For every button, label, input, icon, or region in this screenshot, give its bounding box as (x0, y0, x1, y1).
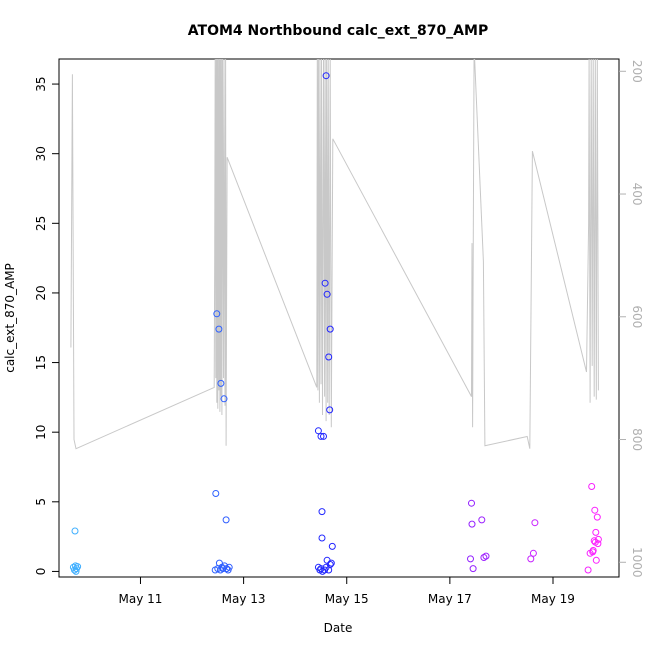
y-axis-label: calc_ext_870_AMP (3, 263, 17, 373)
gray-line-series (70, 59, 599, 450)
data-point (317, 432, 325, 440)
y-tick-label: 30 (34, 146, 48, 161)
data-point (215, 325, 223, 333)
data-point (326, 325, 334, 333)
data-point (594, 540, 602, 548)
x-tick-label: May 17 (428, 592, 472, 606)
chart-title: ATOM4 Northbound calc_ext_870_AMP (188, 23, 488, 39)
data-point (212, 490, 220, 497)
data-point (326, 406, 334, 414)
data-point (531, 519, 539, 527)
data-point (222, 516, 230, 524)
data-point (71, 527, 79, 535)
y-tick-label: 20 (34, 285, 48, 300)
data-point (325, 353, 333, 361)
data-point (320, 432, 327, 440)
data-point (527, 555, 535, 563)
data-point (589, 547, 597, 554)
data-point (467, 555, 474, 563)
data-point (74, 563, 82, 571)
data-point (592, 528, 600, 536)
y-tick-label: 25 (34, 216, 48, 231)
data-point (318, 508, 326, 516)
x-tick-label: May 13 (222, 592, 266, 606)
data-point (591, 506, 599, 514)
y2-tick-label: 600 (630, 305, 644, 328)
data-point (72, 567, 80, 575)
plot-frame (58, 58, 620, 578)
y-tick-label: 35 (34, 76, 48, 91)
y-tick-label: 10 (34, 425, 48, 440)
data-point (318, 534, 326, 542)
y2-tick-label: 400 (630, 183, 644, 206)
y-tick-label: 5 (34, 498, 48, 506)
x-tick-label: May 19 (531, 592, 575, 606)
data-point (529, 549, 537, 557)
data-point (327, 559, 335, 567)
data-point (592, 556, 600, 564)
data-point (469, 565, 477, 573)
data-point (220, 395, 228, 403)
x-axis-label: Date (324, 621, 353, 635)
data-point (213, 310, 221, 318)
data-point (593, 513, 601, 521)
y-tick-label: 0 (34, 568, 48, 576)
scatter-points (69, 72, 602, 575)
gray-line-path (70, 59, 599, 450)
y2-tick-label: 200 (630, 60, 644, 83)
data-point (584, 566, 592, 574)
data-point (328, 542, 336, 550)
x-tick-label: May 15 (325, 592, 369, 606)
data-point (322, 72, 330, 80)
y-tick-label: 15 (34, 355, 48, 370)
data-point (588, 483, 596, 490)
data-point (225, 563, 233, 571)
data-point (314, 427, 322, 435)
data-point (321, 279, 329, 287)
data-point (478, 516, 486, 524)
data-point (482, 552, 490, 560)
y2-tick-label: 1000 (630, 547, 644, 578)
data-point (217, 379, 225, 387)
data-point (468, 520, 476, 528)
x-tick-label: May 11 (119, 592, 163, 606)
data-point (468, 499, 475, 507)
axes: May 11 May 13 May 15 May 17 May 19 0 5 10 15 20 25… (34, 60, 644, 606)
data-point (594, 535, 602, 543)
data-point (323, 290, 331, 298)
y2-tick-label: 800 (630, 428, 644, 451)
data-point (326, 561, 334, 568)
